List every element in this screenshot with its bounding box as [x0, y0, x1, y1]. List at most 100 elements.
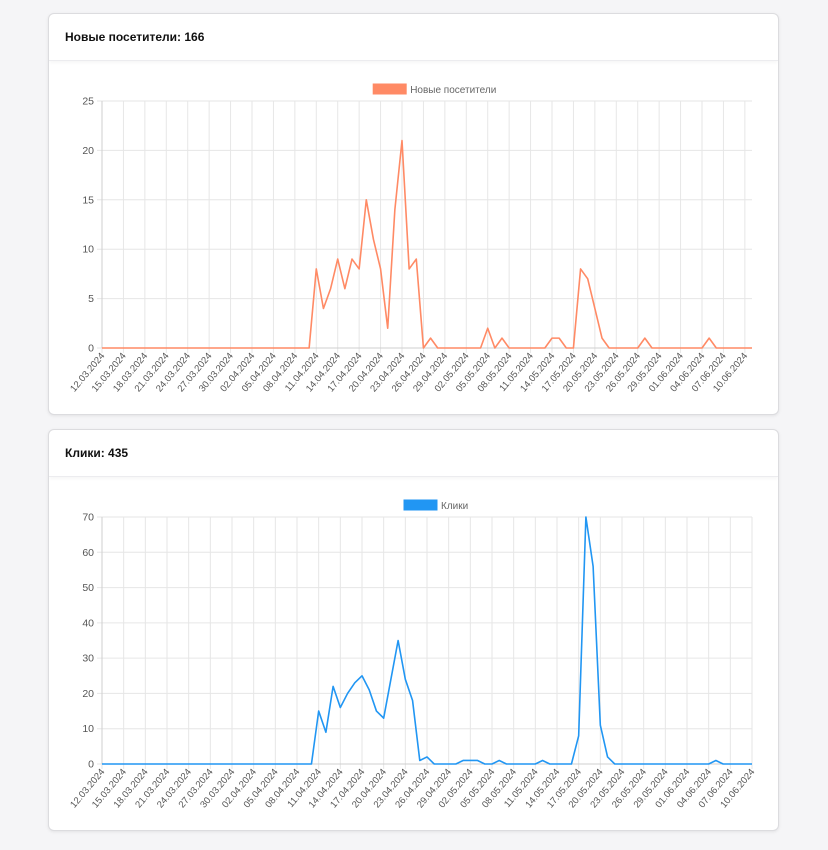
y-tick-label: 20	[82, 145, 94, 157]
data-point	[751, 347, 753, 349]
data-point	[686, 763, 688, 765]
data-point	[426, 756, 428, 758]
data-point	[415, 258, 417, 260]
data-point	[744, 347, 746, 349]
data-point	[361, 675, 363, 677]
data-point	[390, 678, 392, 680]
data-point	[180, 763, 182, 765]
data-point	[513, 763, 515, 765]
data-point	[387, 327, 389, 329]
data-point	[637, 347, 639, 349]
data-point	[238, 763, 240, 765]
data-point	[144, 763, 146, 765]
data-point	[708, 763, 710, 765]
data-point	[195, 763, 197, 765]
data-point	[635, 763, 637, 765]
data-point	[665, 347, 667, 349]
data-point	[152, 763, 154, 765]
data-point	[722, 347, 724, 349]
clicks-chart: 01020304050607012.03.202415.03.202418.03…	[68, 499, 757, 810]
data-point	[267, 763, 269, 765]
data-point	[530, 347, 532, 349]
data-point	[628, 763, 630, 765]
data-point	[630, 347, 632, 349]
data-point	[394, 209, 396, 211]
data-point	[687, 347, 689, 349]
y-tick-label: 0	[88, 343, 94, 355]
data-point	[469, 759, 471, 761]
data-point	[650, 763, 652, 765]
data-point	[737, 763, 739, 765]
data-point	[108, 763, 110, 765]
y-tick-label: 15	[82, 194, 94, 206]
data-point	[551, 337, 553, 339]
data-point	[372, 238, 374, 240]
clicks-card: Клики: 435 0 10 20 30 40 50 60 70 12.03.2024 15.0…	[48, 429, 779, 831]
data-point	[664, 763, 666, 765]
data-point	[358, 268, 360, 270]
y-tick-label: 10	[82, 244, 94, 256]
data-point	[166, 763, 168, 765]
data-point	[130, 763, 132, 765]
data-point	[534, 763, 536, 765]
data-point	[330, 288, 332, 290]
data-point	[115, 347, 117, 349]
data-point	[289, 763, 291, 765]
data-point	[194, 347, 196, 349]
data-point	[322, 307, 324, 309]
data-point	[658, 347, 660, 349]
data-point	[527, 763, 529, 765]
data-point	[522, 347, 524, 349]
data-point	[217, 763, 219, 765]
data-point	[144, 347, 146, 349]
data-point	[592, 565, 594, 567]
data-point	[173, 763, 175, 765]
data-point	[580, 268, 582, 270]
y-tick-label: 0	[88, 759, 94, 771]
data-point	[347, 692, 349, 694]
data-point	[484, 763, 486, 765]
data-point	[383, 717, 385, 719]
data-point	[180, 347, 182, 349]
data-point	[351, 258, 353, 260]
y-tick-label: 30	[82, 653, 94, 665]
data-point	[744, 763, 746, 765]
data-point	[643, 763, 645, 765]
data-point	[422, 347, 424, 349]
data-point	[542, 759, 544, 761]
data-point	[458, 347, 460, 349]
data-point	[472, 347, 474, 349]
data-point	[318, 710, 320, 712]
y-tick-label: 50	[82, 582, 94, 594]
data-point	[578, 735, 580, 737]
data-point	[332, 685, 334, 687]
data-point	[301, 347, 303, 349]
data-point	[608, 347, 610, 349]
new-visitors-chart: 051015202512.03.202415.03.202418.03.2024…	[68, 83, 753, 394]
data-point	[401, 140, 403, 142]
data-point	[258, 347, 260, 349]
data-point	[265, 347, 267, 349]
data-point	[159, 763, 161, 765]
data-point	[515, 347, 517, 349]
data-point	[680, 347, 682, 349]
y-tick-label: 25	[82, 96, 94, 108]
y-tick-label: 70	[82, 512, 94, 524]
data-point	[272, 347, 274, 349]
data-point	[498, 759, 500, 761]
data-point	[587, 278, 589, 280]
data-point	[337, 258, 339, 260]
data-point	[230, 347, 232, 349]
data-point	[115, 763, 117, 765]
data-point	[549, 763, 551, 765]
data-point	[729, 763, 731, 765]
data-point	[101, 347, 103, 349]
y-tick-label: 20	[82, 688, 94, 700]
data-point	[558, 337, 560, 339]
data-point	[325, 731, 327, 733]
data-point	[224, 763, 226, 765]
data-point	[208, 347, 210, 349]
data-point	[253, 763, 255, 765]
data-point	[508, 347, 510, 349]
data-point	[172, 347, 174, 349]
